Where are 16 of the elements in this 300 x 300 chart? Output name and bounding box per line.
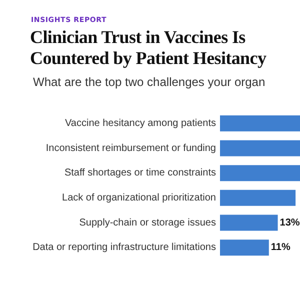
bar xyxy=(220,240,269,256)
bar xyxy=(220,190,296,206)
y-tick-label: Vaccine hesitancy among patients xyxy=(64,118,216,129)
y-tick-label: Inconsistent reimbursement or funding xyxy=(46,142,216,154)
bar xyxy=(220,115,300,132)
y-tick-label: Supply-chain or storage issues xyxy=(79,217,216,228)
data-label: 13% xyxy=(280,217,300,228)
bar xyxy=(220,214,278,231)
y-tick-label: Staff shortages or time constraints xyxy=(64,168,216,179)
bar xyxy=(220,140,300,156)
y-tick-label: Data or reporting infrastructure limitations xyxy=(32,242,216,254)
chart-title: Clinician Trust in Vaccines Is Countered by Patient Hesitancy xyxy=(30,27,268,69)
y-tick-label: Lack of organizational prioritization xyxy=(62,192,216,204)
chart-subtitle: What are the top two challenges your organ xyxy=(33,75,266,89)
bar xyxy=(220,165,300,182)
data-label: 11% xyxy=(270,242,290,254)
